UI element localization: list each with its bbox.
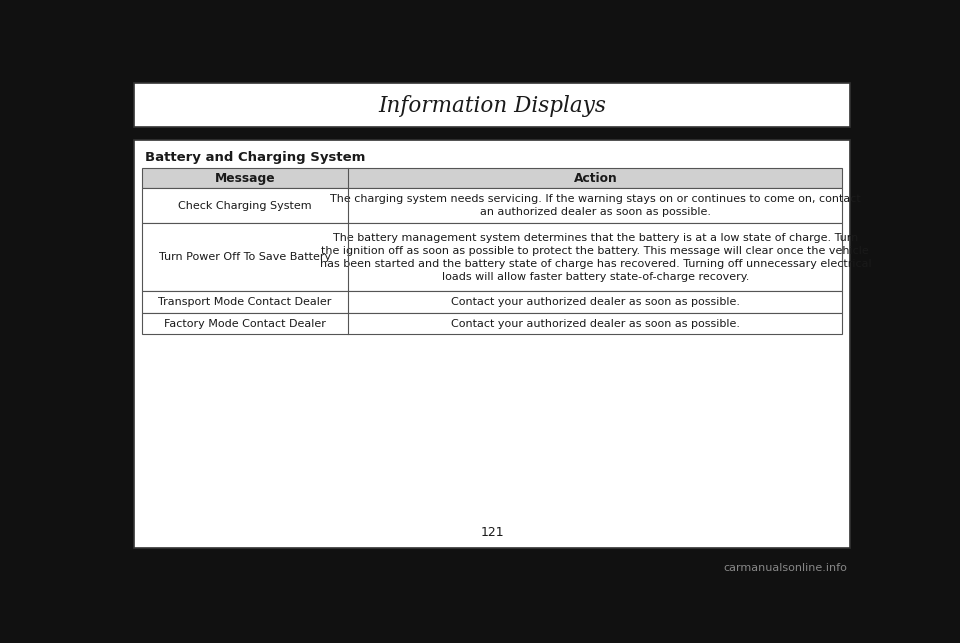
- Text: Battery and Charging System: Battery and Charging System: [145, 151, 365, 164]
- Text: Factory Mode Contact Dealer: Factory Mode Contact Dealer: [164, 318, 326, 329]
- Text: Contact your authorized dealer as soon as possible.: Contact your authorized dealer as soon a…: [451, 318, 740, 329]
- Text: carmanualsonline.info: carmanualsonline.info: [723, 563, 847, 573]
- Text: Action: Action: [573, 172, 617, 185]
- Text: The charging system needs servicing. If the warning stays on or continues to com: The charging system needs servicing. If …: [330, 194, 861, 217]
- Bar: [134, 140, 850, 548]
- Text: The battery management system determines that the battery is at a low state of c: The battery management system determines…: [320, 233, 871, 282]
- Text: Turn Power Off To Save Battery: Turn Power Off To Save Battery: [159, 252, 331, 262]
- Text: Information Displays: Information Displays: [378, 95, 606, 117]
- Text: Contact your authorized dealer as soon as possible.: Contact your authorized dealer as soon a…: [451, 297, 740, 307]
- Bar: [142, 168, 842, 188]
- Bar: [142, 188, 842, 224]
- Text: Transport Mode Contact Dealer: Transport Mode Contact Dealer: [158, 297, 332, 307]
- Text: 121: 121: [480, 527, 504, 539]
- Bar: [142, 312, 842, 334]
- Bar: [134, 84, 850, 127]
- Bar: [142, 224, 842, 291]
- Text: Message: Message: [215, 172, 276, 185]
- Text: Check Charging System: Check Charging System: [179, 201, 312, 211]
- Bar: [142, 291, 842, 312]
